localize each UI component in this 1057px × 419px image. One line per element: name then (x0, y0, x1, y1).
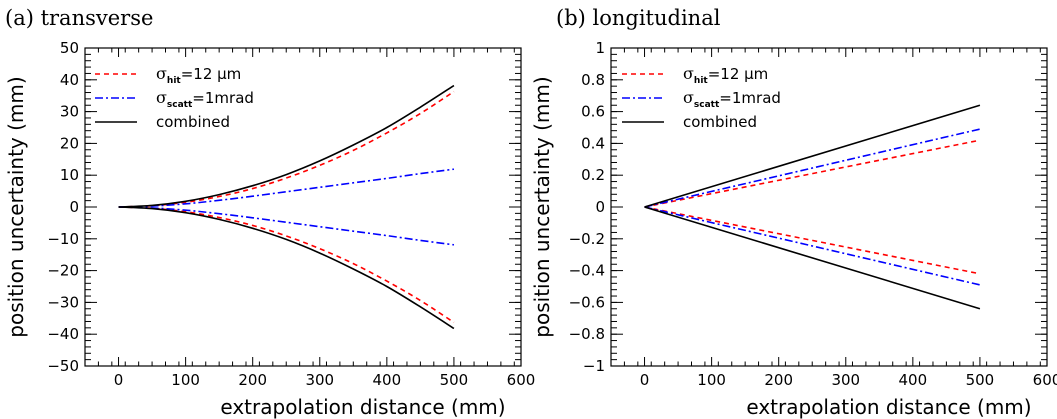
y-tick-label: −50 (47, 357, 79, 375)
plot-frame (84, 47, 522, 367)
x-tick-label: 400 (899, 371, 928, 389)
series-line-lower (644, 206, 981, 275)
x-tick-label: 0 (640, 371, 650, 389)
legend-value: =1mrad (719, 89, 781, 107)
x-tick-label: 600 (1033, 371, 1057, 389)
x-tick-label: 200 (238, 371, 267, 389)
series-line-lower (118, 206, 455, 324)
y-tick-label: 0.8 (581, 71, 605, 89)
legend-value: =12 μm (181, 65, 242, 83)
x-tick-label: 600 (507, 371, 536, 389)
x-tick-label: 400 (373, 371, 402, 389)
panel-longitudinal: (b) longitudinal 0 100 200 300 400 500 600 1 0.8 0… (530, 6, 1057, 419)
x-tick-label: 500 (966, 371, 995, 389)
y-axis-label: position uncertainty (mm) (4, 76, 28, 337)
x-tick-label: 500 (440, 371, 469, 389)
legend-label: combined (683, 113, 757, 131)
x-tick-label: 200 (764, 371, 793, 389)
y-tick-label: −0.8 (569, 325, 605, 343)
x-tick-label: 300 (305, 371, 334, 389)
y-tick-label: 0 (69, 198, 79, 216)
y-tick-label: 30 (60, 103, 79, 121)
y-tick-label: 40 (60, 71, 79, 89)
y-tick-label: 1 (595, 39, 605, 57)
y-tick-label: 0 (595, 198, 605, 216)
y-tick-label: 50 (60, 39, 79, 57)
legend-subscript: hit (167, 76, 181, 86)
legend-value: =1mrad (192, 89, 254, 107)
x-tick-label: 100 (697, 371, 726, 389)
x-tick-label: 0 (114, 371, 124, 389)
series-line-upper (644, 104, 981, 208)
panel-title: (a) transverse (5, 6, 153, 30)
y-tick-label: −30 (47, 293, 79, 311)
series-line-lower (118, 206, 455, 330)
legend-label: combined (156, 113, 230, 131)
legend-sigma: σ (683, 64, 694, 83)
x-tick-label: 300 (831, 371, 860, 389)
series-line-upper (644, 128, 981, 208)
y-tick-label: −20 (47, 262, 79, 280)
legend-label: σscatt=1mrad (683, 88, 781, 110)
series-line-lower (118, 206, 455, 246)
y-tick-label: 20 (60, 134, 79, 152)
x-tick-label: 100 (171, 371, 200, 389)
series-line-lower (644, 206, 981, 286)
legend-sigma: σ (156, 64, 167, 83)
plot-frame (610, 47, 1048, 367)
legend-sigma: σ (683, 88, 694, 107)
legend-sigma: σ (156, 88, 167, 107)
legend-subscript: scatt (167, 100, 193, 110)
series-line-upper (118, 84, 455, 208)
y-tick-label: 0.2 (581, 166, 605, 184)
legend-value: combined (156, 113, 230, 131)
legend-label: σscatt=1mrad (156, 88, 254, 110)
y-tick-label: −1 (583, 357, 605, 375)
y-tick-label: −40 (47, 325, 79, 343)
legend-subscript: scatt (694, 100, 720, 110)
y-tick-label: 0.4 (581, 134, 605, 152)
series-line-upper (118, 168, 455, 208)
y-tick-label: −0.2 (569, 230, 605, 248)
y-tick-label: −10 (47, 230, 79, 248)
legend-label: σhit=12 μm (683, 64, 768, 86)
series-line-upper (644, 139, 981, 208)
y-tick-label: −0.4 (569, 262, 605, 280)
y-tick-label: −0.6 (569, 293, 605, 311)
series-line-lower (644, 206, 981, 310)
x-axis-label: extrapolation distance (mm) (220, 395, 505, 419)
legend-subscript: hit (694, 76, 708, 86)
y-axis-label: position uncertainty (mm) (530, 76, 554, 337)
y-tick-label: 10 (60, 166, 79, 184)
legend-value: combined (683, 113, 757, 131)
panel-title: (b) longitudinal (556, 6, 721, 30)
legend-label: σhit=12 μm (156, 64, 241, 86)
x-axis-label: extrapolation distance (mm) (746, 395, 1031, 419)
legend-value: =12 μm (708, 65, 769, 83)
y-tick-label: 0.6 (581, 103, 605, 121)
